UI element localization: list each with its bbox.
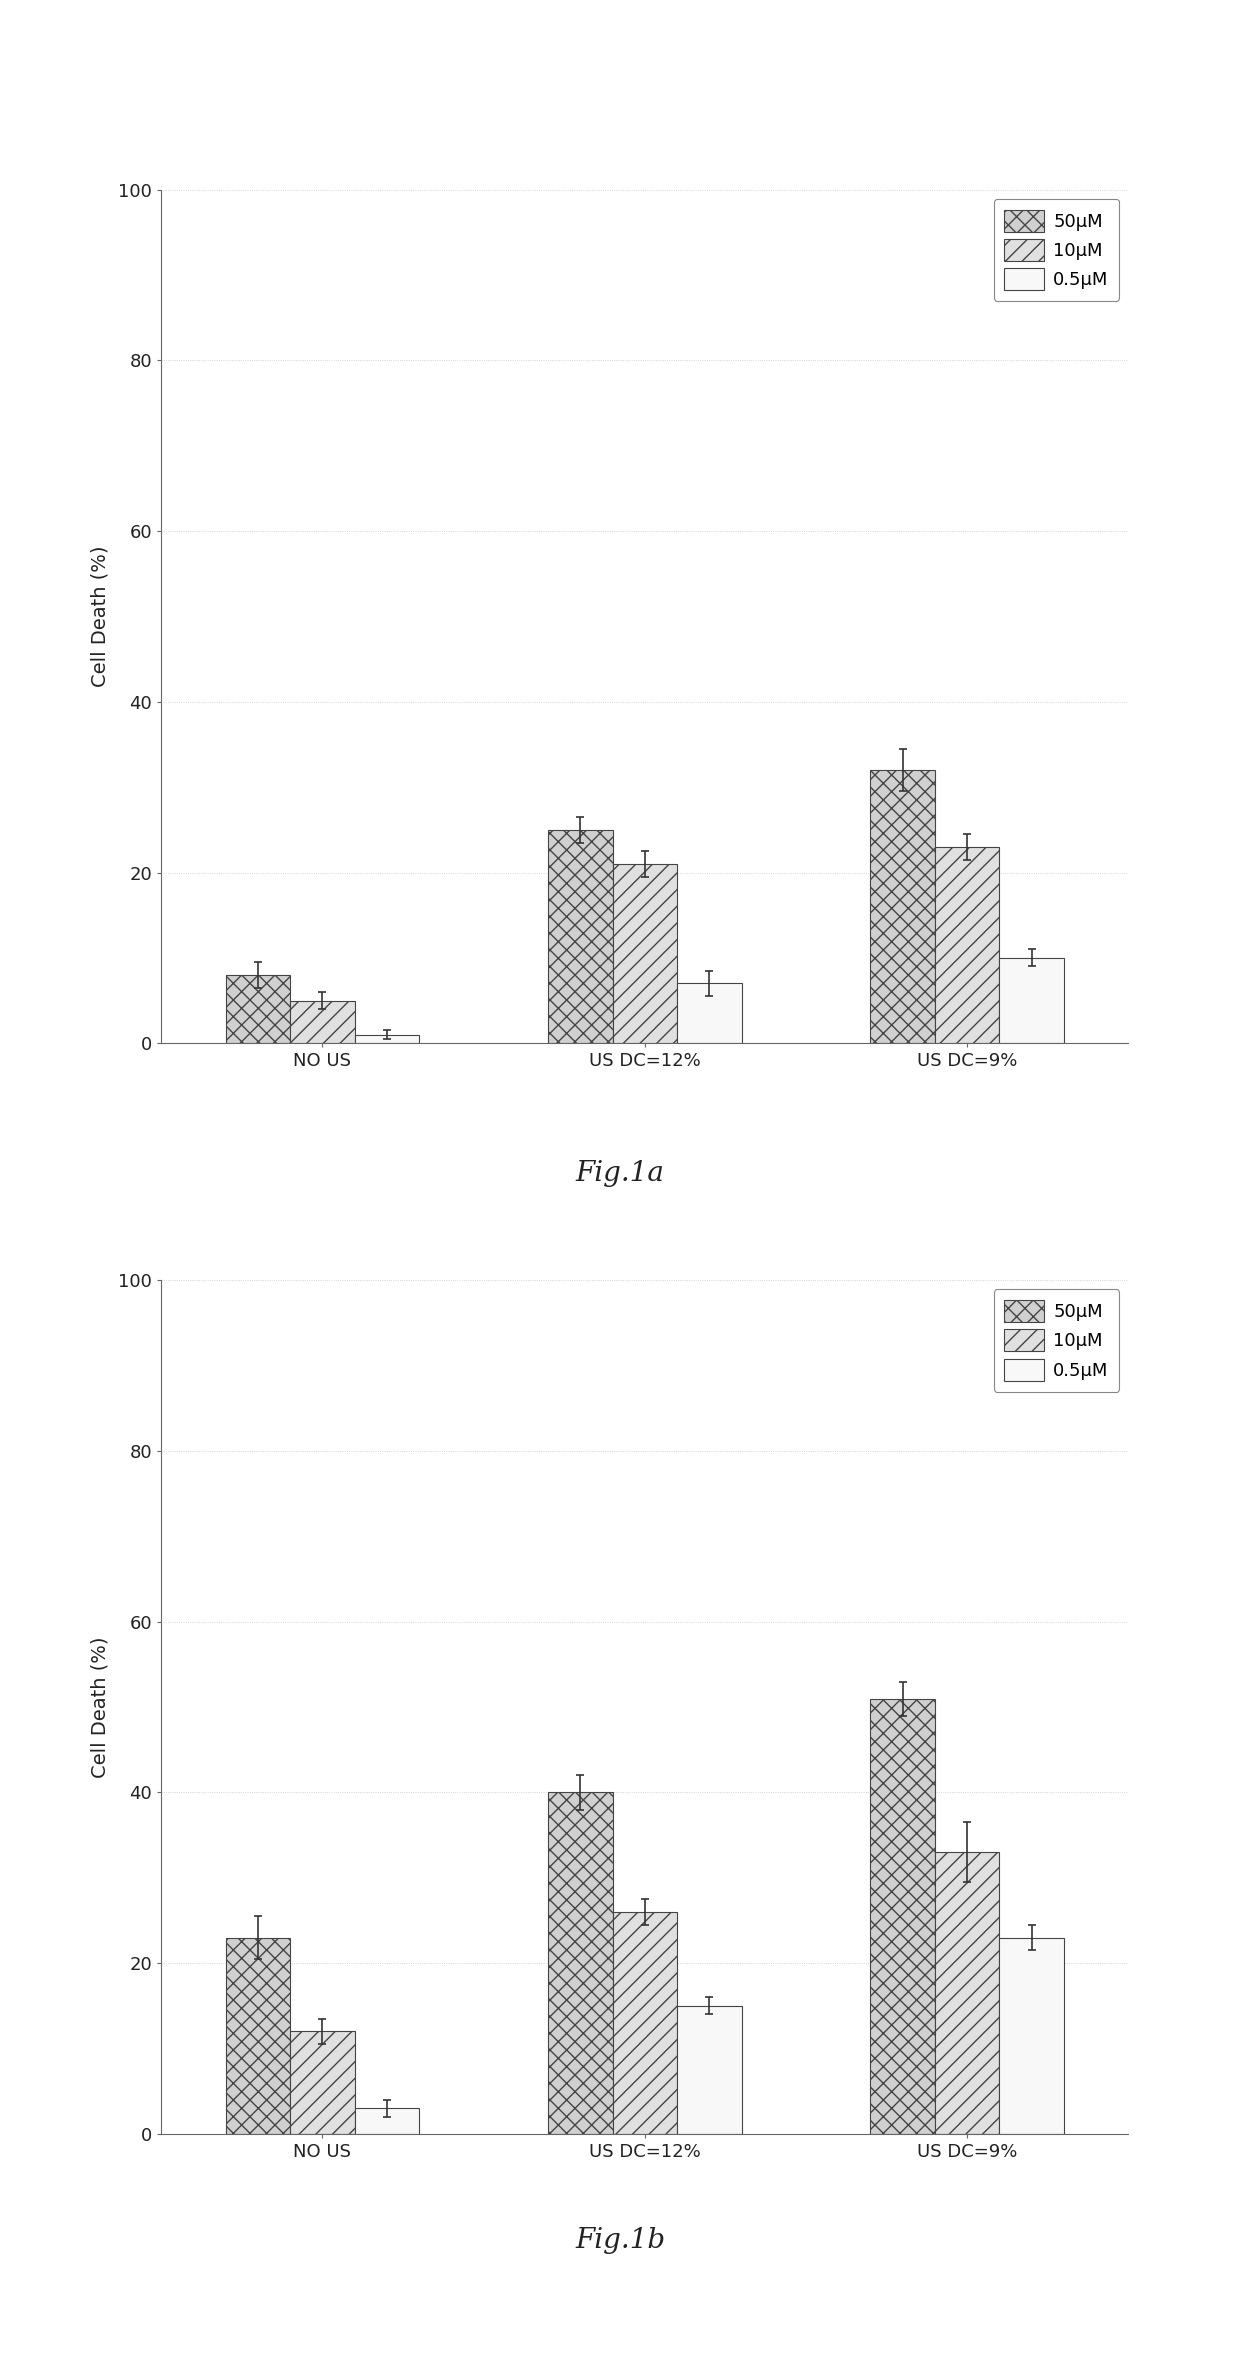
Y-axis label: Cell Death (%): Cell Death (%) bbox=[91, 1636, 110, 1778]
Bar bbox=[355, 2108, 419, 2134]
Y-axis label: Cell Death (%): Cell Death (%) bbox=[91, 545, 110, 688]
Legend: 50μM, 10μM, 0.5μM: 50μM, 10μM, 0.5μM bbox=[993, 199, 1120, 301]
Bar bbox=[290, 1001, 355, 1043]
Text: Fig.1a: Fig.1a bbox=[575, 1159, 665, 1188]
Legend: 50μM, 10μM, 0.5μM: 50μM, 10μM, 0.5μM bbox=[993, 1290, 1120, 1392]
Bar bbox=[290, 2032, 355, 2134]
Bar bbox=[935, 1852, 999, 2134]
Bar bbox=[613, 1911, 677, 2134]
Bar bbox=[677, 2006, 742, 2134]
Bar bbox=[999, 1937, 1064, 2134]
Bar bbox=[999, 958, 1064, 1043]
Bar bbox=[677, 984, 742, 1043]
Bar bbox=[548, 830, 613, 1043]
Bar bbox=[548, 1792, 613, 2134]
Bar bbox=[226, 974, 290, 1043]
Bar bbox=[355, 1034, 419, 1043]
Bar bbox=[613, 863, 677, 1043]
Bar bbox=[870, 1698, 935, 2134]
Text: Fig.1b: Fig.1b bbox=[575, 2226, 665, 2255]
Bar bbox=[935, 846, 999, 1043]
Bar bbox=[870, 771, 935, 1043]
Bar bbox=[226, 1937, 290, 2134]
